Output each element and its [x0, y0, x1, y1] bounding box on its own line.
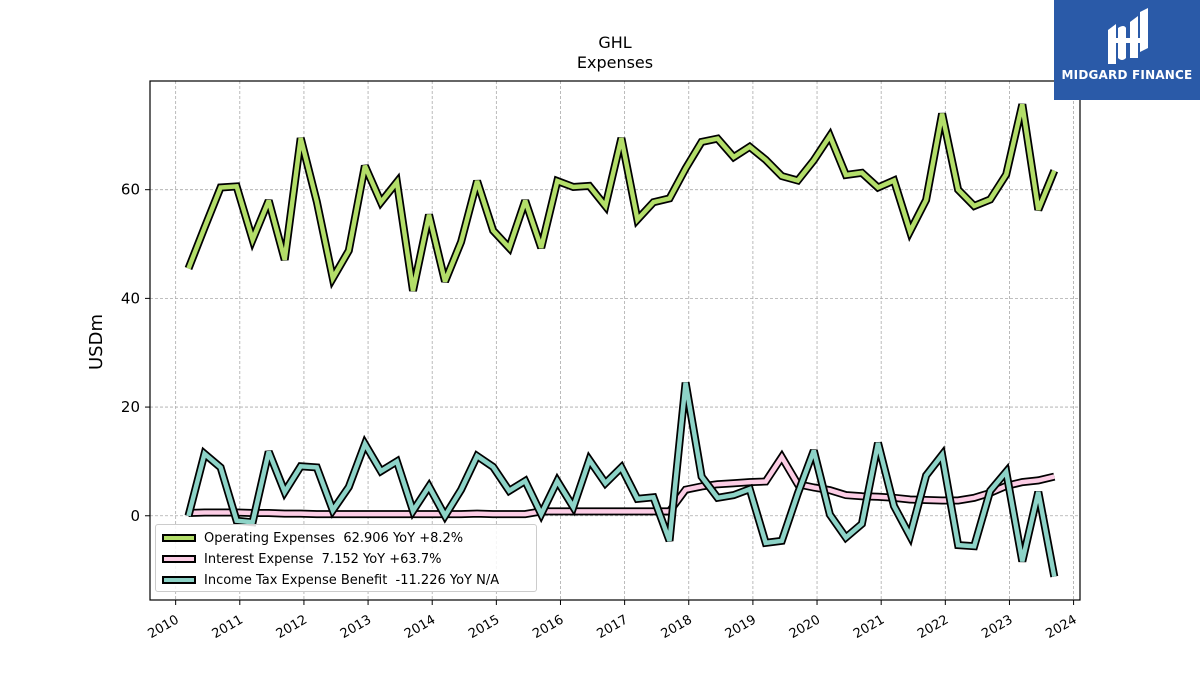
x-tick-label: 2012: [274, 612, 310, 642]
legend-label: Income Tax Expense Benefit -11.226 YoY N…: [204, 572, 500, 588]
plot-frame: [149, 80, 1081, 601]
x-tick-label: 2022: [915, 612, 951, 642]
chart-legend: Operating Expenses 62.906 YoY +8.2% Inte…: [155, 524, 537, 592]
x-tick-label: 2019: [723, 612, 759, 642]
y-tick-label: 40: [121, 289, 140, 307]
legend-swatch: [162, 534, 196, 542]
y-tick-label: 0: [130, 507, 140, 525]
series-layer: [184, 103, 1059, 578]
x-tick-label: 2011: [210, 612, 246, 642]
legend-label: Operating Expenses 62.906 YoY +8.2%: [204, 530, 464, 546]
x-tick-label: 2020: [787, 612, 823, 642]
x-tick-label: 2013: [338, 612, 374, 642]
x-tick-label: 2017: [594, 612, 630, 642]
x-tick-label: 2016: [530, 612, 566, 642]
x-tick-label: 2015: [466, 612, 502, 642]
x-tick-label: 2021: [851, 612, 887, 642]
chart-title: GHL: [598, 33, 631, 52]
y-tick-label: 60: [121, 181, 140, 199]
legend-item-income-tax: Income Tax Expense Benefit -11.226 YoY N…: [162, 572, 499, 588]
legend-label: Interest Expense 7.152 YoY +63.7%: [204, 551, 442, 567]
brand-mark-icon: [1108, 8, 1148, 64]
legend-item-interest-expense: Interest Expense 7.152 YoY +63.7%: [162, 551, 441, 567]
x-tick-label: 2014: [402, 612, 438, 642]
x-tick-label: 2023: [979, 612, 1015, 642]
legend-item-operating-expenses: Operating Expenses 62.906 YoY +8.2%: [162, 530, 463, 546]
legend-swatch: [162, 555, 196, 563]
x-tick-label: 2024: [1043, 612, 1079, 642]
series-line-2: [186, 382, 1057, 578]
y-tick-label: 20: [121, 398, 140, 416]
chart-subtitle: Expenses: [577, 53, 653, 72]
x-tick-label: 2018: [659, 612, 695, 642]
legend-swatch: [162, 576, 196, 584]
y-axis-label: USDm: [86, 314, 107, 370]
x-tick-label: 2010: [145, 612, 181, 642]
brand-logo: MIDGARD FINANCE: [1054, 0, 1200, 100]
brand-name: MIDGARD FINANCE: [1061, 68, 1193, 82]
series-line-0: [186, 103, 1057, 292]
